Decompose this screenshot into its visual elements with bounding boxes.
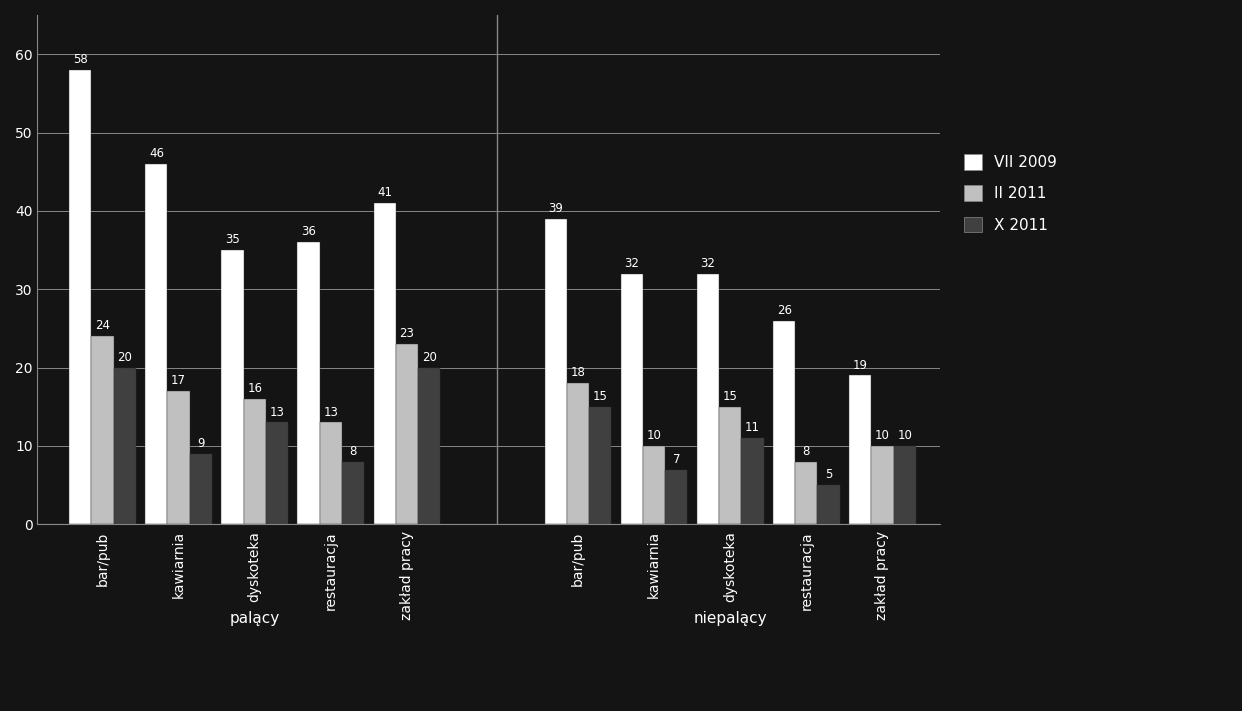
Bar bbox=[872, 446, 893, 524]
Text: 11: 11 bbox=[745, 421, 760, 434]
Bar bbox=[221, 250, 243, 524]
Text: 26: 26 bbox=[776, 304, 791, 316]
Text: 8: 8 bbox=[802, 445, 810, 458]
Bar bbox=[113, 368, 135, 524]
Bar bbox=[374, 203, 396, 524]
Bar bbox=[621, 274, 643, 524]
Text: 32: 32 bbox=[625, 257, 640, 269]
Text: 41: 41 bbox=[378, 186, 392, 199]
Bar bbox=[168, 391, 190, 524]
Bar bbox=[741, 438, 764, 524]
Text: 39: 39 bbox=[549, 202, 564, 215]
Text: 19: 19 bbox=[853, 358, 868, 372]
Bar bbox=[643, 446, 666, 524]
Text: 5: 5 bbox=[825, 469, 832, 481]
Bar bbox=[589, 407, 611, 524]
Bar bbox=[266, 422, 288, 524]
Text: 20: 20 bbox=[117, 351, 132, 364]
Bar bbox=[92, 336, 113, 524]
Bar bbox=[298, 242, 319, 524]
Bar bbox=[850, 375, 872, 524]
Bar bbox=[545, 219, 568, 524]
Bar bbox=[419, 368, 440, 524]
Text: palący: palący bbox=[230, 611, 279, 626]
Bar bbox=[893, 446, 915, 524]
Text: 10: 10 bbox=[647, 429, 662, 442]
Text: niepalący: niepalący bbox=[693, 611, 768, 626]
Bar bbox=[795, 461, 817, 524]
Text: 18: 18 bbox=[570, 366, 585, 380]
Bar bbox=[396, 344, 419, 524]
Bar bbox=[719, 407, 741, 524]
Text: 58: 58 bbox=[73, 53, 88, 66]
Legend: VII 2009, II 2011, X 2011: VII 2009, II 2011, X 2011 bbox=[956, 146, 1064, 240]
Text: 7: 7 bbox=[673, 453, 681, 466]
Bar bbox=[145, 164, 168, 524]
Text: 32: 32 bbox=[700, 257, 715, 269]
Bar bbox=[666, 469, 688, 524]
Text: 15: 15 bbox=[723, 390, 738, 403]
Bar bbox=[568, 383, 589, 524]
Text: 10: 10 bbox=[897, 429, 912, 442]
Text: 24: 24 bbox=[94, 319, 111, 332]
Text: 23: 23 bbox=[400, 327, 415, 340]
Text: 17: 17 bbox=[171, 374, 186, 387]
Bar bbox=[70, 70, 92, 524]
Text: 36: 36 bbox=[301, 225, 315, 238]
Text: 9: 9 bbox=[197, 437, 205, 450]
Bar bbox=[342, 461, 364, 524]
Text: 8: 8 bbox=[349, 445, 356, 458]
Text: 20: 20 bbox=[421, 351, 436, 364]
Bar bbox=[817, 485, 840, 524]
Text: 15: 15 bbox=[592, 390, 607, 403]
Bar bbox=[773, 321, 795, 524]
Bar bbox=[243, 399, 266, 524]
Bar bbox=[697, 274, 719, 524]
Bar bbox=[319, 422, 342, 524]
Text: 16: 16 bbox=[247, 382, 262, 395]
Text: 13: 13 bbox=[323, 405, 338, 419]
Text: 35: 35 bbox=[225, 233, 240, 246]
Bar bbox=[190, 454, 212, 524]
Text: 10: 10 bbox=[876, 429, 891, 442]
Text: 46: 46 bbox=[149, 147, 164, 160]
Text: 13: 13 bbox=[270, 405, 284, 419]
